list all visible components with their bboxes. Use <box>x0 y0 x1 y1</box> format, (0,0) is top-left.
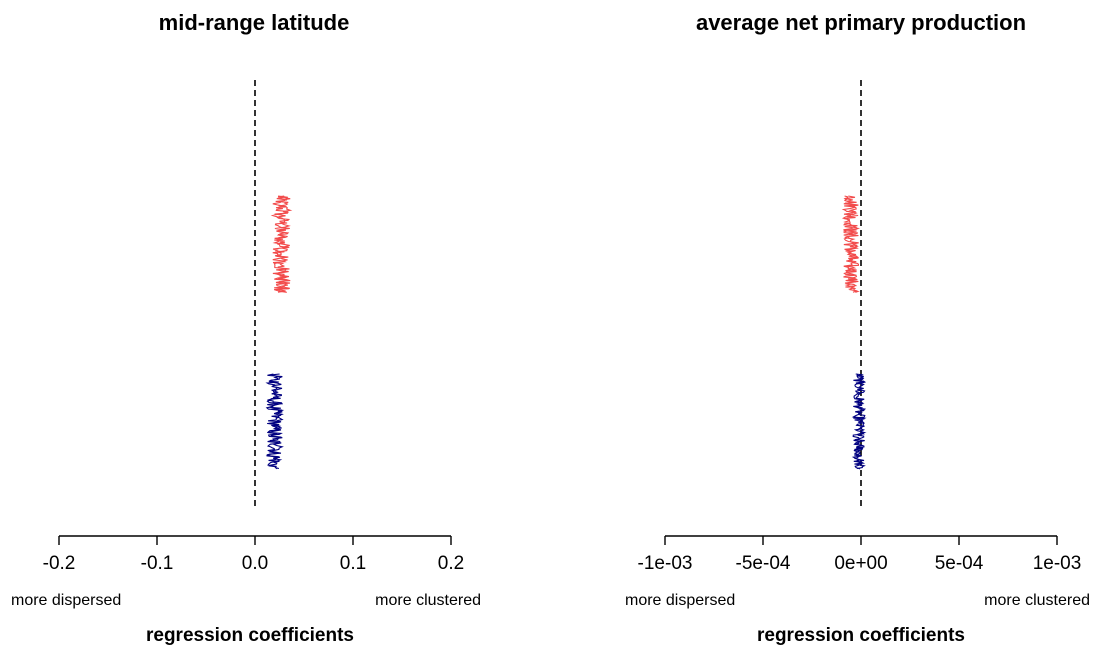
series-1-line <box>265 373 284 470</box>
x-tick-label: 0.0 <box>242 553 268 574</box>
right-annotation: more clustered <box>984 592 1090 609</box>
chart-panel-latitude: mid-range latitude -0.2 -0.1 0.0 0.1 0.2 mor… <box>11 10 481 646</box>
chart-title: mid-range latitude <box>159 10 350 35</box>
chart-marks <box>254 80 293 510</box>
x-tick-label: 1e-03 <box>1033 553 1082 574</box>
series-0-line <box>272 195 291 293</box>
chart-latitude: mid-range latitude -0.2 -0.1 0.0 0.1 0.2 mor… <box>11 10 481 646</box>
x-tick-label: -5e-04 <box>736 553 791 574</box>
series-0-line-b <box>270 195 293 293</box>
x-axis: -0.2 -0.1 0.0 0.1 0.2 <box>43 535 464 574</box>
chart-marks <box>841 80 867 510</box>
x-axis: -1e-03 -5e-04 0e+00 5e-04 1e-03 <box>638 535 1082 574</box>
series-0-line-b <box>841 195 860 293</box>
x-axis-label: regression coefficients <box>757 625 965 646</box>
left-annotation: more dispersed <box>625 592 735 609</box>
x-tick-label: -1e-03 <box>638 553 693 574</box>
series-0-trace <box>270 195 293 293</box>
x-tick-label: -0.1 <box>141 553 174 574</box>
x-tick-label: 5e-04 <box>935 553 984 574</box>
series-0-trace <box>841 195 861 293</box>
right-annotation: more clustered <box>375 592 481 609</box>
chart-title: average net primary production <box>696 10 1026 35</box>
series-1-trace <box>265 373 285 470</box>
x-axis-label: regression coefficients <box>146 625 354 646</box>
chart-npp: average net primary production -1e-03 -5e… <box>625 10 1090 646</box>
left-annotation: more dispersed <box>11 592 121 609</box>
x-tick-label: 0e+00 <box>834 553 887 574</box>
series-1-line-b <box>265 373 285 470</box>
x-tick-label: 0.2 <box>438 553 464 574</box>
x-tick-label: -0.2 <box>43 553 76 574</box>
series-1-trace <box>851 373 867 470</box>
series-1-line-b <box>851 373 867 470</box>
x-tick-label: 0.1 <box>340 553 366 574</box>
chart-panel-npp: average net primary production -1e-03 -5e… <box>549 0 1099 656</box>
